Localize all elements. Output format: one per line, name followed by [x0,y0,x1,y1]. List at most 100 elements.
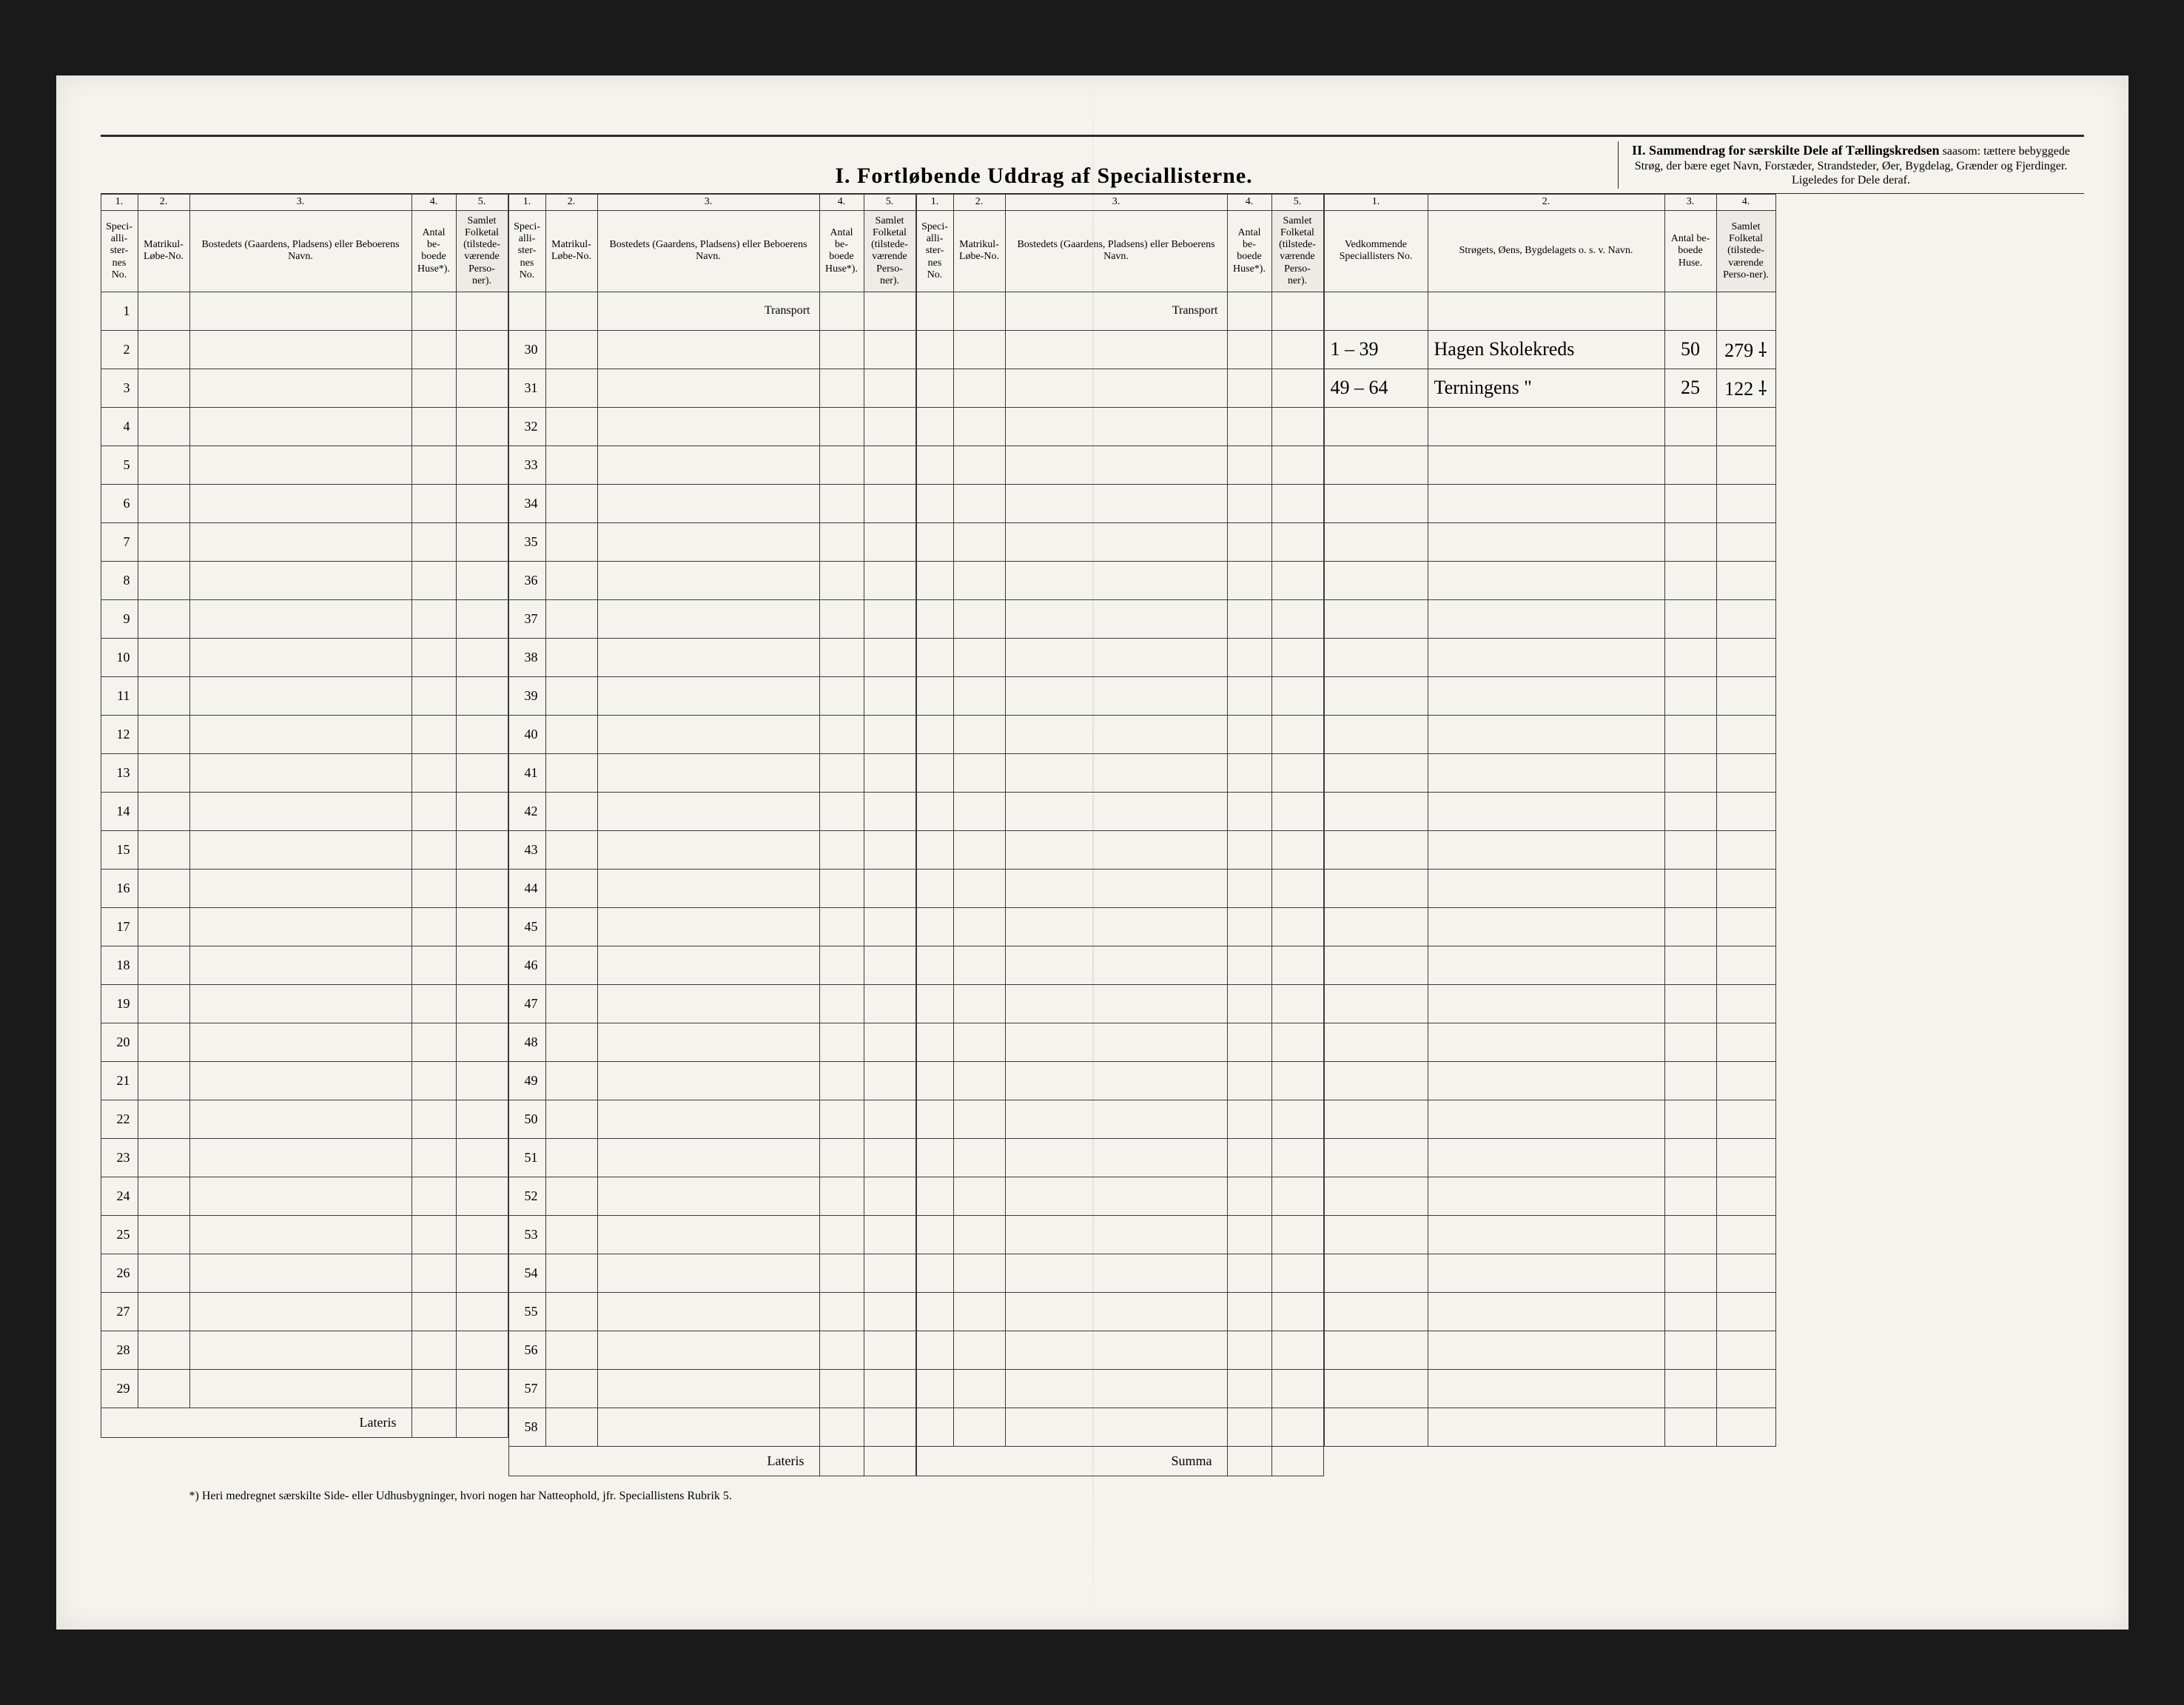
empty-cell [1227,1331,1271,1369]
empty-cell [189,1331,411,1369]
empty-cell [953,1331,1005,1369]
empty-cell [1227,330,1271,369]
row-number: 32 [508,407,545,445]
table-row [1324,792,1775,830]
empty-cell [1664,1138,1716,1177]
colnum: 2. [138,194,189,210]
empty-cell [411,484,456,522]
table-row: 11 [101,676,508,715]
empty-cell [597,830,819,869]
colnum: 4. [819,194,864,210]
empty-cell [1428,292,1664,330]
empty-cell [1716,1100,1775,1138]
empty-cell [138,946,189,984]
entry-ref: 1 – 39 [1324,330,1428,369]
table-row: 6 [101,484,508,522]
table-row: 57 [508,1369,915,1408]
empty-cell [138,753,189,792]
empty-cell [819,830,864,869]
table-row [916,1177,1323,1215]
empty-cell [189,522,411,561]
empty-cell [189,792,411,830]
empty-cell [1428,561,1664,599]
empty-cell [545,792,597,830]
empty-cell [189,907,411,946]
empty-cell [1428,1138,1664,1177]
empty-cell [819,1138,864,1177]
table-row [1324,1292,1775,1331]
empty-cell [411,1023,456,1061]
empty-cell [456,1254,508,1292]
empty-cell [1227,1061,1271,1100]
empty-cell [411,292,456,330]
row-number: 44 [508,869,545,907]
empty-cell [953,638,1005,676]
section2-title: II. Sammendrag for særskilte Dele af Tæl… [1618,141,2084,189]
empty-cell [953,869,1005,907]
empty-cell [456,369,508,407]
empty-cell [138,522,189,561]
empty-cell [1227,1408,1271,1446]
empty-cell [1005,484,1227,522]
empty-cell [1324,946,1428,984]
empty-cell [1271,1023,1323,1061]
colhead-c3: Bostedets (Gaardens, Pladsens) eller Beb… [597,210,819,292]
empty-cell [819,676,864,715]
empty-cell [545,369,597,407]
table-row [1324,1331,1775,1369]
colhead-c5: Samlet Folketal (tilstede-værende Perso-… [1271,210,1323,292]
empty-cell [1428,907,1664,946]
empty-cell [1227,1100,1271,1138]
row-number [916,792,953,830]
row-number: 42 [508,792,545,830]
table-row [916,753,1323,792]
empty-cell [953,715,1005,753]
empty-cell [1664,1408,1716,1446]
empty-cell [1716,1331,1775,1369]
empty-cell [864,638,915,676]
row-number [916,445,953,484]
empty-cell [189,1023,411,1061]
empty-cell [819,753,864,792]
empty-cell [953,907,1005,946]
empty-cell [545,599,597,638]
empty-cell [1716,1061,1775,1100]
empty-cell [1428,830,1664,869]
empty-cell [1664,561,1716,599]
empty-cell [597,907,819,946]
empty-cell [411,1138,456,1177]
entry-folketal: 279 ⸸ [1716,330,1775,369]
empty-cell [953,1254,1005,1292]
empty-cell [456,1023,508,1061]
empty-cell [1227,561,1271,599]
empty-cell [1227,1254,1271,1292]
empty-cell [411,907,456,946]
colnum: 5. [456,194,508,210]
empty-cell [953,561,1005,599]
row-number: 9 [101,599,138,638]
empty-cell [597,599,819,638]
empty-cell [953,753,1005,792]
empty-cell [819,792,864,830]
colhead-c5: Samlet Folketal (tilstede-værende Perso-… [864,210,915,292]
empty-cell [1005,1215,1227,1254]
empty-cell [411,676,456,715]
table-row: 10 [101,638,508,676]
row-number: 20 [101,1023,138,1061]
empty-cell [1716,946,1775,984]
empty-cell [819,1215,864,1254]
empty-cell [189,1177,411,1215]
colnum: 5. [864,194,915,210]
colhead-c1: Speci-alli-ster-nes No. [101,210,138,292]
entry-huse: 50 [1664,330,1716,369]
empty-cell [819,484,864,522]
row-number: 28 [101,1331,138,1369]
empty-cell [1227,792,1271,830]
entry-folketal: 122 ⸸ [1716,369,1775,407]
lateris-label: Lateris [101,1408,411,1437]
empty-cell [456,1215,508,1254]
empty-cell [138,1292,189,1331]
empty-cell [1428,445,1664,484]
empty-cell [597,1292,819,1331]
row-number: 38 [508,638,545,676]
